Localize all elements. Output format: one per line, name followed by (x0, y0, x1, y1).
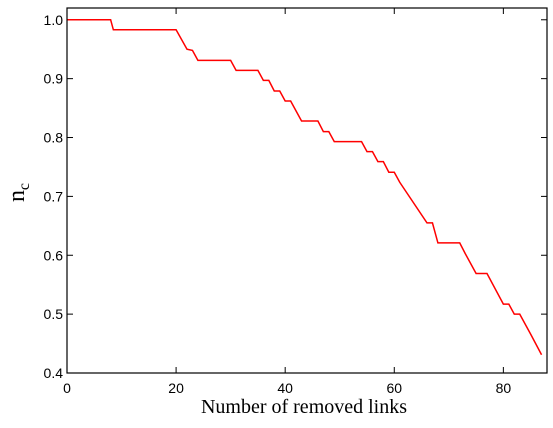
y-tick-label: 1.0 (44, 12, 64, 28)
x-axis-label: Number of removed links (201, 396, 407, 418)
x-tick-label: 20 (168, 380, 184, 396)
x-tick-label: 40 (277, 380, 293, 396)
y-axis-label-subscript: c (16, 183, 33, 190)
x-tick-label: 0 (63, 380, 71, 396)
y-tick-labels: 0.4 0.5 0.6 0.7 0.8 0.9 1.0 (44, 12, 64, 381)
y-tick-label: 0.6 (44, 247, 64, 263)
y-tick-label: 0.7 (44, 188, 64, 204)
x-tick-labels: 0 20 40 60 80 (63, 380, 511, 396)
y-axis-label: nc (4, 183, 33, 202)
y-tick-label: 0.5 (44, 306, 64, 322)
y-tick-label: 0.8 (44, 130, 64, 146)
plot-frame (66, 7, 548, 374)
x-tick-label: 60 (386, 380, 402, 396)
y-tick-label: 0.4 (44, 365, 64, 381)
series-line (67, 19, 543, 356)
x-tick-label: 80 (496, 380, 512, 396)
y-axis-label-main: n (4, 190, 30, 202)
axis-ticks (66, 8, 547, 374)
y-tick-label: 0.9 (44, 71, 64, 87)
